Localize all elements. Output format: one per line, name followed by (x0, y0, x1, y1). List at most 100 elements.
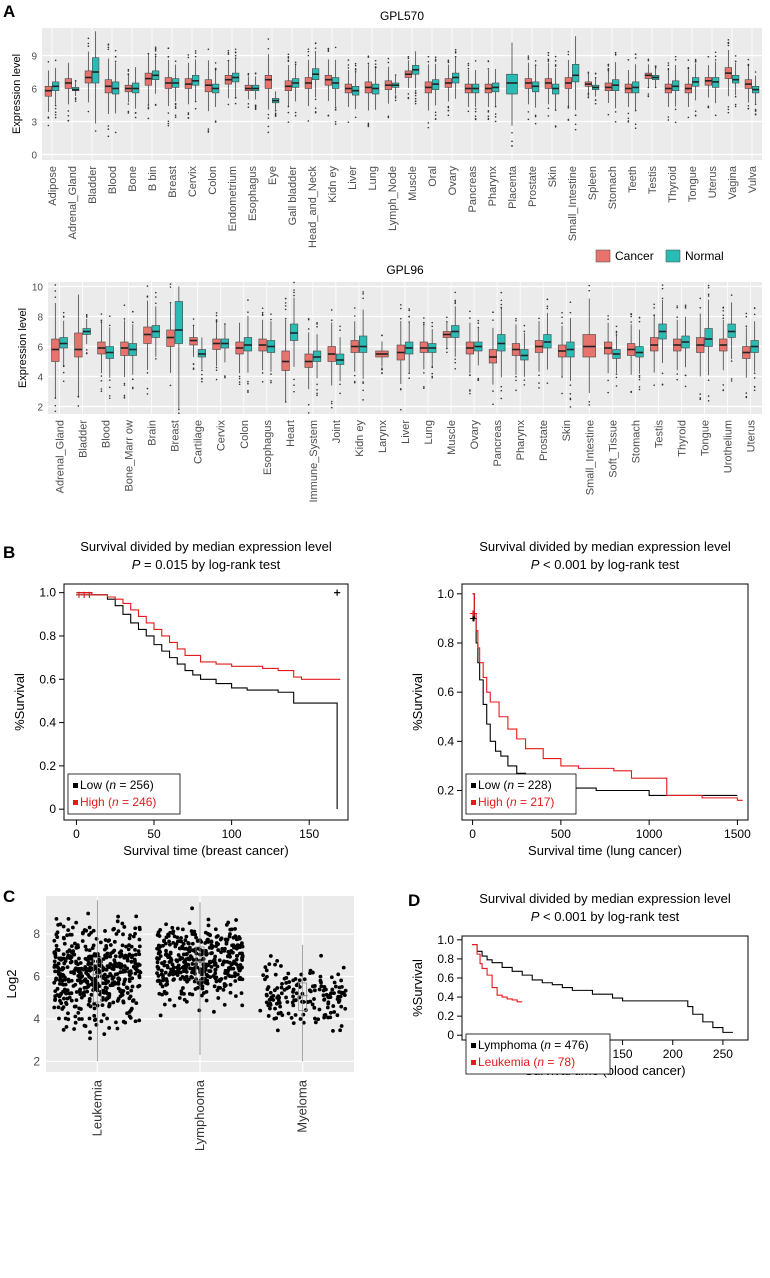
plot-background (42, 28, 762, 160)
outlier-point (734, 55, 737, 57)
strip-point (196, 985, 200, 990)
strip-point (116, 914, 121, 919)
outlier-point (394, 95, 397, 97)
outlier-point (254, 108, 257, 111)
strip-point (235, 972, 240, 977)
legend-label-text: High ( (478, 795, 510, 809)
strip-point (115, 919, 120, 924)
outlier-point (294, 61, 297, 64)
strip-point (209, 939, 214, 944)
y-tick-label: 6 (37, 343, 43, 354)
outlier-point (354, 62, 357, 65)
outlier-point (287, 57, 290, 59)
strip-point (165, 979, 169, 984)
strip-point (206, 923, 211, 928)
outlier-point (753, 307, 756, 309)
outlier-point (474, 115, 477, 117)
outlier-point (414, 90, 417, 92)
outlier-point (707, 286, 710, 289)
outlier-point (454, 361, 457, 364)
strip-point (105, 954, 109, 959)
legend-label-text: Low ( (80, 778, 109, 792)
outlier-point (707, 400, 710, 402)
strip-point (239, 991, 244, 996)
outlier-point (745, 395, 748, 398)
x-tick-label: Immune_System (308, 420, 320, 503)
strip-point (205, 937, 210, 942)
strip-point (125, 991, 130, 995)
strip-point (162, 963, 167, 968)
x-tick-label: Liver (347, 166, 359, 190)
strip-point (329, 975, 334, 980)
strip-point (232, 974, 237, 979)
outlier-point (146, 393, 149, 395)
strip-point (61, 952, 66, 957)
panel-label-c: C (3, 887, 15, 906)
strip-point (53, 969, 57, 974)
outlier-point (224, 323, 226, 325)
outlier-point (316, 326, 318, 328)
outlier-point (607, 65, 610, 67)
strip-point (84, 985, 89, 990)
outlier-point (362, 291, 364, 293)
strip-point (101, 981, 105, 986)
outlier-point (538, 374, 540, 377)
strip-point (234, 918, 239, 922)
outlier-point (154, 55, 157, 58)
outlier-point (694, 58, 697, 61)
y-axis-label: %Survival (12, 673, 27, 731)
strip-point (108, 983, 113, 988)
outlier-point (747, 104, 750, 107)
outlier-point (123, 397, 126, 399)
strip-point (190, 962, 195, 966)
outlier-point (362, 293, 364, 295)
outlier-point (615, 331, 618, 334)
outlier-point (215, 314, 218, 317)
strip-point (228, 932, 232, 936)
strip-point (212, 1009, 216, 1014)
x-tick-label: Teeth (627, 166, 639, 193)
strip-point (73, 1014, 78, 1019)
outlier-point (87, 42, 90, 45)
chart-gpl96: 2 4 6 8 10 GPL96 Expression level Adrenal_Gland… (17, 263, 762, 503)
strip-point (187, 948, 191, 953)
strip-point (116, 929, 121, 934)
strip-point (161, 973, 165, 978)
x-tick-label: Lymphooma (192, 1079, 207, 1151)
outlier-point (469, 310, 471, 313)
x-tick-label: Small_Intestine (567, 166, 579, 241)
outlier-point (247, 311, 249, 313)
outlier-point (127, 70, 130, 72)
strip-point (190, 906, 194, 911)
outlier-point (634, 57, 637, 59)
strip-point (341, 965, 346, 970)
strip-point (193, 932, 198, 937)
strip-point (227, 960, 232, 965)
x-tick-label: 250 (713, 1047, 733, 1061)
km-curve-lymphoma (472, 944, 733, 1033)
strip-point (310, 970, 315, 975)
strip-point (267, 962, 272, 967)
outlier-point (547, 60, 550, 62)
outlier-point (414, 102, 417, 105)
outlier-point (511, 140, 513, 143)
outlier-point (567, 105, 570, 108)
outlier-point (327, 50, 330, 53)
strip-point (268, 1001, 273, 1006)
outlier-point (192, 318, 195, 320)
strip-point (68, 932, 72, 937)
outlier-point (316, 322, 318, 324)
strip-point (127, 952, 132, 957)
outlier-point (234, 57, 237, 59)
outlier-point (287, 111, 290, 114)
strip-point (87, 957, 92, 961)
outlier-point (127, 103, 130, 105)
outlier-point (727, 106, 730, 108)
outlier-point (727, 111, 730, 114)
strip-point (167, 939, 172, 944)
outlier-point (447, 61, 450, 64)
strip-point (52, 965, 57, 969)
strip-point (339, 978, 344, 983)
strip-point (125, 986, 130, 990)
x-tick-label: 0 (73, 827, 80, 841)
